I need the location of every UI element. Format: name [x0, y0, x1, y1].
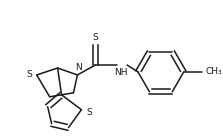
Text: N: N	[75, 63, 82, 71]
Text: S: S	[26, 71, 32, 79]
Text: S: S	[93, 33, 98, 42]
Text: CH₃: CH₃	[205, 67, 222, 76]
Text: S: S	[87, 108, 92, 117]
Text: NH: NH	[114, 68, 128, 77]
